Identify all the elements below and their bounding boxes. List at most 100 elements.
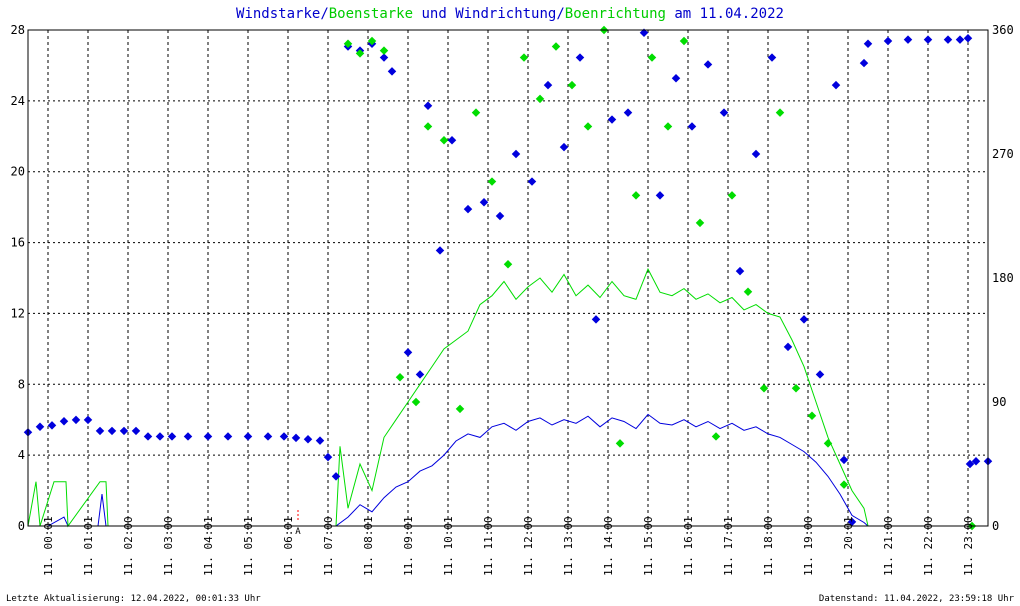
x-tick-label: 11. 13:00 (562, 516, 575, 576)
direction-point (847, 517, 857, 527)
series-line-1 (27, 267, 988, 528)
y-left-tick-label: 4 (18, 448, 25, 462)
direction-point (395, 372, 405, 382)
direction-point (963, 34, 973, 43)
direction-point (223, 432, 233, 441)
marker-label: A (295, 527, 301, 537)
direction-point (971, 457, 981, 466)
x-tick-label: 11. 17:01 (722, 516, 735, 576)
direction-point (155, 432, 165, 441)
series-line-0 (28, 413, 988, 527)
direction-point (495, 211, 505, 221)
direction-point (35, 422, 45, 432)
direction-point (815, 370, 825, 379)
title-boenstarke: Boenstarke (329, 6, 413, 22)
x-tick-label: 11. 03:00 (162, 516, 175, 576)
direction-point (831, 80, 841, 90)
direction-point (323, 452, 333, 462)
direction-point (379, 46, 389, 55)
title-date: am 11.04.2022 (666, 6, 784, 22)
title-boenrichtung: Boenrichtung (565, 6, 666, 22)
direction-point (435, 246, 445, 255)
plot-area (23, 25, 993, 531)
x-tick-label: 11. 10:01 (442, 516, 455, 576)
x-tick-label: 11. 08:01 (362, 516, 375, 576)
direction-point (791, 383, 801, 393)
y-left-tick-label: 28 (11, 23, 25, 37)
direction-point (471, 108, 481, 117)
direction-point (735, 266, 745, 276)
direction-point (343, 39, 353, 49)
direction-point (279, 432, 289, 441)
direction-point (439, 135, 449, 145)
x-tick-label: 11. 20:01 (842, 516, 855, 576)
direction-point (767, 53, 777, 62)
direction-point (47, 421, 57, 430)
direction-point (923, 35, 933, 44)
direction-point (647, 53, 657, 62)
direction-point (799, 315, 809, 324)
direction-point (379, 53, 389, 62)
title-windrichtung: Windrichtung (455, 6, 556, 22)
direction-point (95, 426, 105, 436)
direction-point (107, 426, 117, 436)
y-left-tick-label: 0 (18, 519, 25, 533)
y-left-tick-label: 16 (11, 236, 25, 250)
x-tick-label: 11. 19:00 (802, 516, 815, 576)
title-und: und (413, 6, 455, 22)
x-tick-label: 11. 11:00 (482, 516, 495, 576)
x-tick-label: 11. 07:00 (322, 516, 335, 576)
direction-point (859, 58, 869, 68)
direction-point (167, 432, 177, 441)
x-tick-label: 11. 16:01 (682, 516, 695, 576)
direction-point (965, 459, 975, 469)
x-tick-label: 11. 09:01 (402, 516, 415, 576)
direction-point (403, 348, 413, 357)
direction-point (487, 177, 497, 186)
direction-point (807, 411, 817, 421)
y-left-tick-label: 24 (11, 94, 25, 108)
direction-point (551, 42, 561, 51)
direction-point (663, 122, 673, 131)
title-windstarke: Windstarke (236, 6, 320, 22)
direction-point (411, 397, 421, 407)
direction-point (143, 432, 153, 441)
direction-point (243, 432, 253, 441)
x-tick-label: 11. 00:01 (42, 516, 55, 576)
x-tick-label: 11. 01:01 (82, 516, 95, 576)
direction-point (423, 101, 433, 111)
direction-point (631, 191, 641, 200)
title-sep2: / (556, 6, 564, 22)
direction-point (719, 108, 729, 117)
direction-point (331, 472, 341, 481)
x-tick-label: 11. 06:01 (282, 516, 295, 576)
direction-point (455, 404, 465, 414)
direction-point (131, 426, 141, 436)
footer-left: Letzte Aktualisierung: 12.04.2022, 00:01… (6, 594, 261, 604)
direction-point (615, 439, 625, 448)
direction-point (315, 436, 325, 445)
direction-point (519, 53, 529, 62)
x-tick-label: 11. 15:00 (642, 516, 655, 576)
direction-point (743, 287, 753, 297)
direction-point (591, 315, 601, 324)
direction-point (527, 177, 537, 186)
x-tick-label: 11. 22:00 (922, 516, 935, 576)
direction-point (291, 433, 301, 443)
direction-point (203, 432, 213, 441)
direction-point (119, 426, 129, 436)
y-right-tick-label: 360 (992, 23, 1014, 37)
y-right-tick-label: 0 (992, 519, 999, 533)
y-right-tick-label: 270 (992, 147, 1014, 161)
direction-point (387, 67, 397, 76)
direction-point (955, 35, 965, 44)
direction-point (679, 36, 689, 46)
direction-point (479, 197, 489, 207)
direction-point (823, 439, 833, 448)
direction-point (751, 149, 761, 159)
x-tick-label: 11. 02:00 (122, 516, 135, 576)
direction-point (59, 417, 69, 426)
direction-point (367, 36, 377, 46)
direction-point (415, 370, 425, 379)
